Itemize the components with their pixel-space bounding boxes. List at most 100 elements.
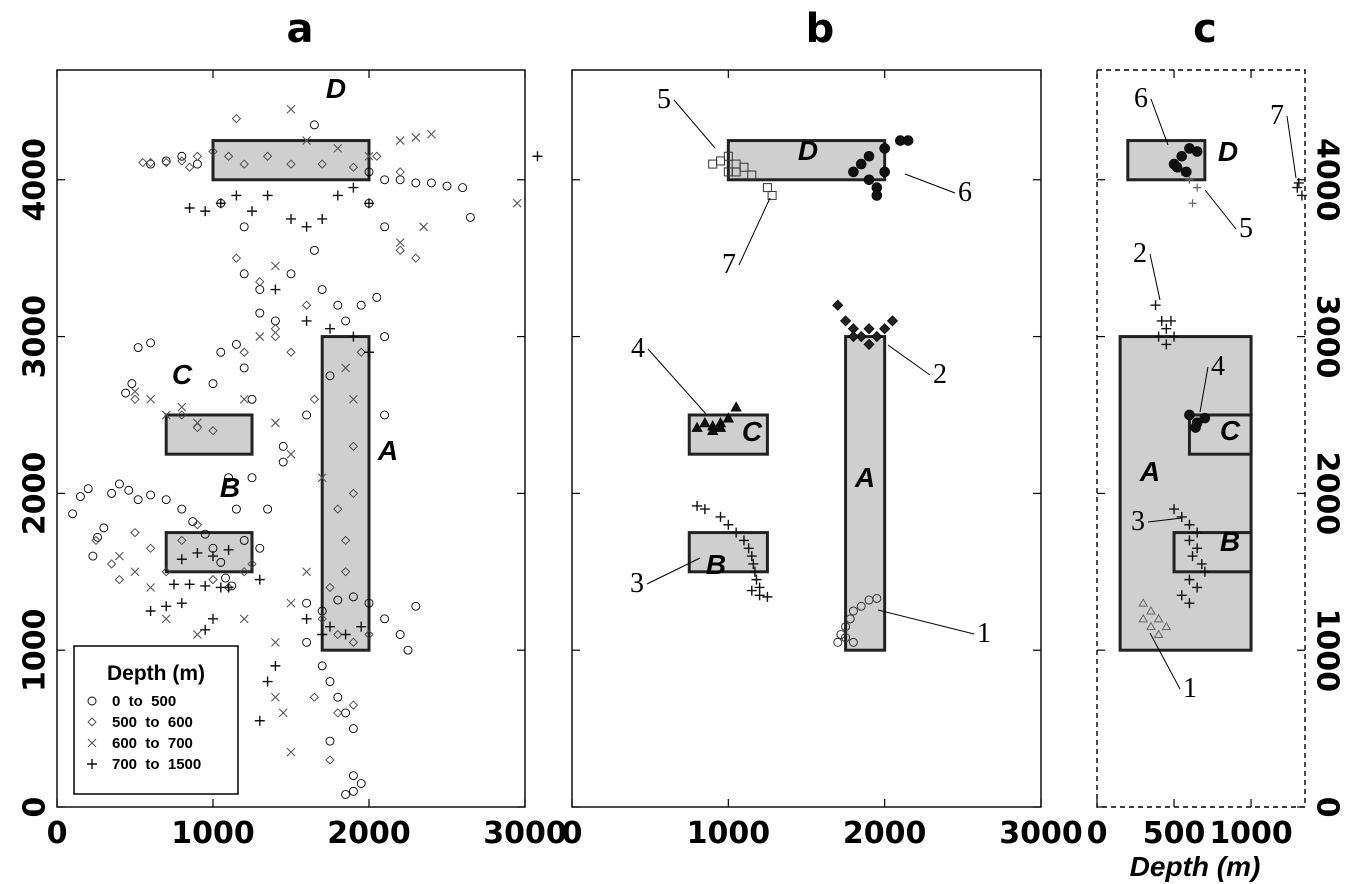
cluster-1-point	[841, 622, 851, 632]
data-point-plus	[340, 629, 351, 640]
data-point-circle	[325, 736, 335, 746]
data-point-plus	[184, 579, 195, 590]
data-point-x	[349, 394, 358, 404]
data-point-plus	[231, 190, 242, 201]
cluster-1-label: 1	[977, 618, 991, 649]
data-point-diamond	[356, 347, 366, 357]
y-tick-label: 0	[1310, 797, 1345, 818]
data-point-plus	[254, 715, 265, 726]
data-point-diamond	[348, 441, 359, 451]
data-point-x	[193, 630, 202, 639]
data-point-diamond	[395, 167, 405, 177]
cluster-2-label: 2	[1133, 238, 1147, 269]
data-point-x	[333, 144, 343, 153]
data-point-diamond	[317, 614, 327, 624]
cluster-1-point	[1153, 629, 1164, 639]
data-point-diamond	[333, 504, 343, 514]
data-point-circle	[107, 488, 117, 498]
data-point-x	[130, 567, 140, 577]
data-point-x	[286, 104, 296, 114]
data-point-circle	[133, 343, 143, 353]
data-point-circle	[309, 120, 319, 130]
x-tick-label: 500	[1143, 816, 1206, 851]
cluster-6-point	[863, 150, 875, 162]
cluster-1-point	[1153, 613, 1164, 623]
data-point-circle	[317, 661, 327, 671]
cluster-6-point	[871, 190, 883, 201]
data-point-plus	[176, 554, 187, 565]
data-point-diamond	[301, 300, 312, 310]
data-point-plus	[208, 551, 218, 562]
data-point-circle	[325, 677, 335, 687]
data-point-circle	[263, 504, 273, 514]
data-point-diamond	[247, 559, 257, 569]
data-point-circle	[255, 308, 265, 318]
cluster-4-leader	[1199, 366, 1209, 413]
panel-a-title: a	[287, 6, 314, 52]
cluster-2-leader	[1149, 253, 1161, 301]
data-point-x	[364, 151, 374, 161]
data-point-diamond	[348, 162, 359, 172]
cluster-7-point	[1292, 182, 1303, 193]
data-point-plus	[356, 621, 367, 632]
data-point-circle	[403, 645, 413, 655]
data-point-plus	[184, 202, 195, 213]
data-point-plus	[262, 190, 273, 201]
data-point-circle	[146, 338, 156, 348]
region-B-label: B	[706, 549, 726, 580]
y-tick-label: 4000	[1310, 138, 1345, 222]
data-point-plus	[364, 347, 374, 358]
data-point-plus	[301, 315, 312, 326]
legend-box	[73, 645, 239, 795]
data-point-plus	[145, 605, 156, 616]
y-tick-label: 4000	[18, 138, 53, 222]
cluster-2-point	[832, 299, 844, 311]
data-point-x	[395, 136, 405, 145]
data-point-plus	[532, 151, 543, 162]
data-point-x	[130, 387, 140, 396]
data-point-diamond	[208, 426, 218, 436]
legend-entry-label: 700 to 1500	[112, 756, 201, 773]
cluster-3-point	[731, 527, 742, 538]
data-point-diamond	[372, 151, 382, 161]
legend-marker-x	[87, 738, 97, 748]
cluster-3-point	[762, 591, 773, 602]
cluster-7-leader	[1286, 115, 1297, 179]
cluster-3-point	[743, 543, 754, 554]
data-point-circle	[302, 410, 312, 420]
data-point-circle	[88, 551, 98, 561]
data-point-plus	[301, 613, 312, 624]
data-point-plus	[262, 676, 273, 687]
cluster-4-point	[707, 424, 719, 436]
cluster-6-point	[879, 143, 890, 154]
cluster-1-leader	[877, 609, 975, 635]
data-point-diamond	[286, 159, 296, 169]
cluster-4-point	[1184, 409, 1195, 421]
cluster-6-point	[1171, 161, 1183, 173]
data-point-circle	[161, 156, 171, 166]
cluster-3-point	[754, 590, 765, 601]
data-point-circle	[286, 269, 296, 279]
data-point-x	[419, 222, 428, 232]
data-point-plus	[332, 190, 343, 201]
cluster-7-point	[767, 190, 777, 200]
cluster-3-leader	[646, 557, 701, 585]
cluster-3-point	[1184, 535, 1195, 546]
cluster-6-point	[863, 174, 875, 186]
region-A-label: A	[1139, 456, 1160, 487]
cluster-1-point	[1161, 621, 1172, 631]
cluster-3-point	[1169, 504, 1180, 515]
data-point-x	[146, 583, 155, 592]
region-B-label: B	[1220, 526, 1240, 557]
data-point-circle	[380, 332, 390, 342]
data-point-x	[271, 261, 280, 271]
region-A-label: A	[377, 435, 398, 466]
data-point-diamond	[91, 535, 101, 546]
cluster-1-point	[856, 601, 866, 611]
data-point-diamond	[395, 245, 405, 255]
data-point-circle	[333, 300, 343, 310]
data-point-circle	[99, 523, 109, 533]
data-point-diamond	[348, 700, 359, 710]
data-point-circle	[255, 543, 265, 553]
cluster-6-point	[1181, 166, 1192, 178]
